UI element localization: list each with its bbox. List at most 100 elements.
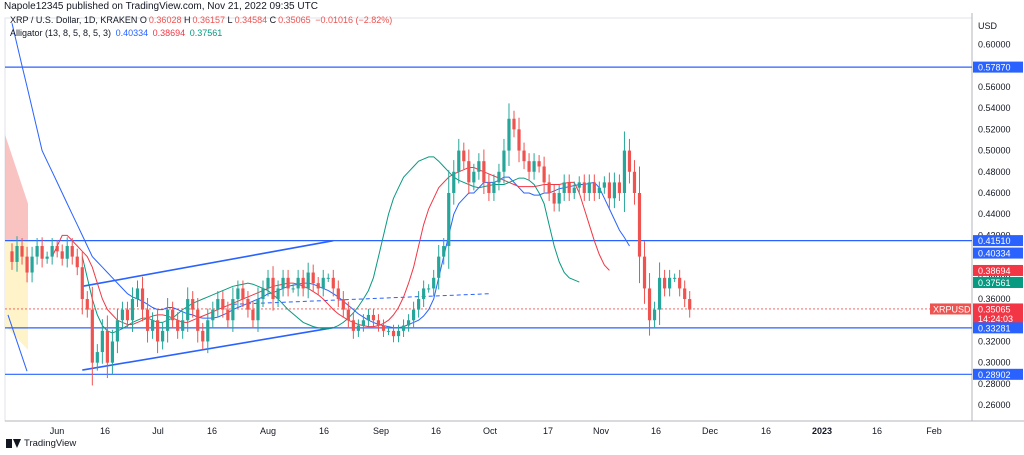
- candle-body: [462, 150, 466, 162]
- x-tick-label: 17: [543, 426, 553, 436]
- candle-body: [10, 251, 14, 262]
- candle-body: [351, 320, 355, 331]
- candle-body: [657, 277, 662, 310]
- candle-body: [396, 330, 401, 337]
- candle-body: [196, 309, 200, 331]
- candle-body: [140, 288, 145, 310]
- candle-body: [80, 267, 84, 300]
- candle-body: [572, 187, 576, 193]
- candle-body: [452, 171, 456, 193]
- candle-body: [206, 320, 210, 342]
- candle-body: [85, 299, 89, 310]
- ohlc-open-label: O: [139, 15, 147, 25]
- price-tag-label: 0.37561: [978, 278, 1011, 288]
- indicator-line: [51, 167, 610, 328]
- candle-body: [381, 325, 386, 331]
- candle-body: [678, 277, 682, 289]
- channel-trendline: [82, 239, 334, 288]
- ohlc-open-value: 0.36028: [148, 15, 182, 25]
- candle-body: [527, 161, 531, 172]
- symbol-text[interactable]: XRP / U.S. Dollar, 1D, KRAKEN: [10, 15, 138, 25]
- candle-body: [417, 299, 421, 310]
- candle-body: [271, 277, 275, 300]
- candle-body: [582, 182, 586, 193]
- candle-body: [487, 182, 491, 193]
- price-tag: [973, 247, 1023, 259]
- chart-frame[interactable]: USD 0.60000 0.56000 0.54000 0.52000 0.50000 0.…: [0, 13, 1024, 455]
- indicator-line: [81, 156, 580, 334]
- candle-body: [251, 309, 255, 321]
- candle-body: [607, 182, 611, 199]
- candle-body: [432, 277, 436, 289]
- candle-body: [30, 256, 34, 273]
- candle-body: [557, 192, 561, 204]
- candle-body: [346, 309, 350, 321]
- price-tag: [973, 61, 1023, 73]
- ohlc-low-value: 0.34584: [234, 15, 268, 25]
- candle-body: [412, 309, 416, 321]
- price-tag-label: 0.41510: [978, 236, 1011, 246]
- candle-body: [286, 277, 290, 289]
- x-tick-label: 16: [431, 426, 441, 436]
- price-tag-label: 0.33281: [978, 323, 1011, 333]
- y-tick-label: 0.52000: [978, 124, 1011, 134]
- candle-body: [216, 299, 220, 310]
- candle-body: [492, 182, 496, 193]
- candle-body: [256, 299, 260, 321]
- candle-body: [211, 309, 215, 321]
- candle-body: [301, 277, 305, 289]
- candle-body: [311, 272, 315, 284]
- ohlc-high-value: 0.36157: [192, 15, 226, 25]
- price-tag: [973, 303, 1023, 324]
- x-tick-label: 16: [761, 426, 771, 436]
- chart-legend: XRP / U.S. Dollar, 1D, KRAKEN O 0.36028 H…: [10, 14, 392, 40]
- candle-body: [437, 256, 441, 278]
- y-tick-label: 0.30000: [978, 358, 1011, 368]
- candle-body: [181, 320, 185, 331]
- price-tag-label: 0.28902: [978, 370, 1011, 380]
- x-tick-label: Jun: [50, 426, 65, 436]
- candle-body: [663, 277, 667, 289]
- x-tick-label: Aug: [260, 426, 276, 436]
- y-tick-label: 0.44000: [978, 209, 1011, 219]
- candle-body: [150, 320, 155, 331]
- candle-body: [673, 277, 677, 279]
- candle-body: [617, 182, 622, 193]
- candle-body: [306, 272, 310, 289]
- price-chart[interactable]: USD 0.60000 0.56000 0.54000 0.52000 0.50000 0.…: [0, 13, 1024, 455]
- price-tag: [973, 276, 1023, 288]
- candle-body: [577, 182, 581, 188]
- candle-body: [316, 283, 320, 289]
- candle-body: [507, 118, 511, 151]
- y-tick-label: 0.48000: [978, 167, 1011, 177]
- indicator-name[interactable]: Alligator (13, 8, 5, 8, 5, 3): [10, 28, 112, 38]
- candle-body: [587, 182, 591, 193]
- price-tag-countdown: 14:24:03: [978, 314, 1013, 324]
- candle-body: [125, 309, 130, 321]
- candle-body: [261, 288, 265, 300]
- brand-text: TradingView: [24, 438, 77, 449]
- x-tick-label: 16: [100, 426, 110, 436]
- price-tag-label: 0.38694: [978, 266, 1011, 276]
- symbol-tag-label: XRPUSD: [933, 304, 971, 314]
- candle-body: [637, 192, 642, 257]
- candle-body: [120, 309, 125, 321]
- price-tag: [973, 235, 1023, 247]
- candle-body: [100, 330, 104, 353]
- candle-body: [50, 246, 54, 257]
- candle-body: [688, 299, 692, 310]
- candle-body: [75, 256, 79, 268]
- tradingview-footer: TradingView: [6, 438, 76, 449]
- candle-body: [512, 118, 516, 130]
- candle-body: [652, 309, 657, 321]
- ohlc-close-value: 0.35065: [278, 15, 311, 25]
- jaw-value: 0.40334: [115, 28, 149, 38]
- candle-body: [281, 277, 285, 289]
- candle-body: [236, 288, 240, 300]
- candle-body: [45, 256, 49, 259]
- x-tick-label: Feb: [926, 426, 942, 436]
- candle-body: [155, 320, 160, 342]
- plot-border: [4, 17, 973, 422]
- change-value: −0.01016 (−2.82%): [315, 15, 393, 25]
- candle-body: [552, 192, 556, 204]
